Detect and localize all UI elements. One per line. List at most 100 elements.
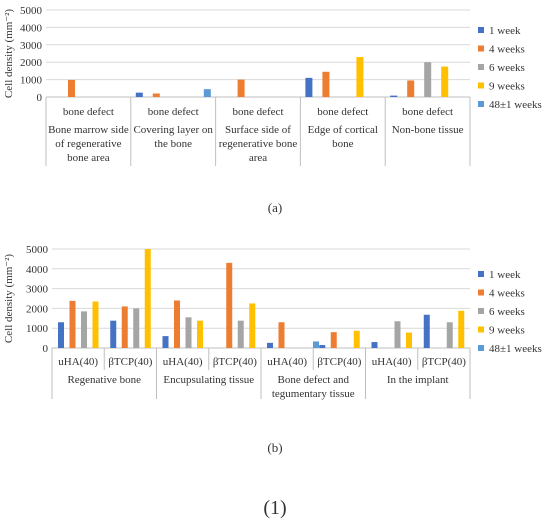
bar-6-weeks bbox=[394, 321, 401, 348]
bar-9-weeks bbox=[458, 310, 465, 348]
x-group-label: area bbox=[249, 152, 267, 164]
bar-1-week bbox=[305, 77, 313, 97]
bar-9-weeks bbox=[356, 56, 364, 97]
bar-9-weeks bbox=[144, 249, 151, 348]
x-sub-label: bone defect bbox=[148, 106, 199, 118]
legend-entry: 6 weeks bbox=[489, 306, 525, 318]
bar-4-weeks bbox=[278, 322, 285, 348]
bar-48-1-weeks bbox=[203, 89, 211, 97]
x-group-label: Edge of cortical bbox=[308, 124, 378, 136]
legend-swatch bbox=[478, 27, 484, 33]
x-group-label: Surface side of bbox=[225, 124, 291, 136]
bar-9-weeks bbox=[406, 332, 412, 348]
legend-swatch bbox=[478, 345, 484, 351]
legend-entry: 1 week bbox=[489, 25, 521, 37]
bar-1-week bbox=[319, 345, 326, 348]
x-group-label: Bone defect and bbox=[278, 374, 350, 386]
x-tick-label: βTCP(40) bbox=[317, 356, 361, 368]
legend-swatch bbox=[478, 289, 484, 296]
legend-swatch bbox=[478, 101, 484, 107]
x-tick-label: uHA(40) bbox=[58, 356, 98, 368]
bar-6-weeks bbox=[185, 317, 192, 348]
y-tick-label: 3000 bbox=[20, 40, 43, 52]
y-tick-label: 0 bbox=[43, 343, 49, 355]
legend-swatch bbox=[478, 64, 484, 70]
chart-b: 0 1000 2000 3000 4000 5000 Cell density (mm⁻²)… bbox=[3, 244, 542, 400]
x-sub-label: bone defect bbox=[402, 106, 453, 118]
bar-1-week bbox=[58, 322, 64, 348]
bar-4-weeks bbox=[121, 306, 128, 348]
x-group-label: Covering layer on bbox=[133, 124, 213, 136]
legend-swatch bbox=[478, 308, 484, 314]
x-sub-label: bone defect bbox=[233, 106, 284, 118]
bar-4-weeks bbox=[407, 80, 415, 97]
bar-9-weeks bbox=[353, 330, 360, 348]
x-tick-label: uHA(40) bbox=[372, 356, 412, 368]
bar-6-weeks bbox=[237, 320, 244, 348]
bar-1-week bbox=[110, 320, 117, 348]
bar-4-weeks bbox=[322, 71, 330, 97]
bar-9-weeks bbox=[249, 303, 256, 348]
y-tick-label: 5000 bbox=[20, 5, 43, 17]
legend-entry: 4 weeks bbox=[489, 44, 525, 56]
y-axis-label: Cell density (mm⁻²) bbox=[3, 254, 15, 343]
legend-swatch bbox=[478, 326, 484, 333]
bar-1-week bbox=[267, 342, 273, 348]
legend-entry: 48±1 weeks bbox=[489, 99, 542, 111]
bar-4-weeks bbox=[330, 332, 337, 348]
y-tick-label: 4000 bbox=[26, 264, 49, 276]
panel-a-label: (a) bbox=[267, 200, 283, 215]
x-tick-label: uHA(40) bbox=[267, 356, 307, 368]
x-group-label: Regenative bone bbox=[67, 374, 141, 386]
x-group-label: the bone bbox=[154, 138, 192, 150]
x-tick-label: βTCP(40) bbox=[108, 356, 152, 368]
y-tick-label: 2000 bbox=[26, 303, 49, 315]
legend-entry: 48±1 weeks bbox=[489, 343, 542, 355]
x-group-label: Encupsulating tissue bbox=[163, 374, 254, 386]
legend-entry: 6 weeks bbox=[489, 62, 525, 74]
bar-4-weeks bbox=[69, 300, 76, 348]
x-tick-label: βTCP(40) bbox=[422, 356, 466, 368]
bar-6-weeks bbox=[424, 62, 432, 97]
legend-swatch bbox=[478, 82, 484, 89]
bar-4-weeks bbox=[174, 300, 180, 348]
bar-9-weeks bbox=[197, 320, 203, 348]
bar-9-weeks bbox=[92, 301, 99, 348]
bar-4-weeks bbox=[226, 262, 233, 348]
x-group-label: Non-bone tissue bbox=[392, 124, 464, 136]
legend-entry: 1 week bbox=[489, 269, 521, 281]
x-group-label: bone bbox=[332, 138, 354, 150]
bar-4-weeks bbox=[152, 93, 160, 97]
y-tick-label: 4000 bbox=[20, 22, 43, 34]
x-group-label: regenerative bone bbox=[219, 138, 298, 150]
y-tick-label: 0 bbox=[37, 92, 43, 104]
x-group-label: Bone marrow side bbox=[48, 124, 129, 136]
x-group-label: of regenerative bbox=[55, 138, 121, 150]
y-tick-label: 5000 bbox=[26, 244, 49, 256]
y-axis-label: Cell density (mm⁻²) bbox=[3, 9, 15, 98]
y-tick-label: 1000 bbox=[20, 75, 43, 87]
legend-swatch bbox=[478, 271, 484, 277]
legend-entry: 9 weeks bbox=[489, 81, 525, 93]
bar-6-weeks bbox=[446, 322, 453, 348]
x-group-label: In the implant bbox=[387, 374, 449, 386]
bar-6-weeks bbox=[133, 308, 140, 348]
bar-1-week bbox=[135, 92, 143, 97]
bar-4-weeks bbox=[68, 79, 75, 97]
x-group-label: bone area bbox=[67, 152, 110, 164]
x-tick-label: βTCP(40) bbox=[213, 356, 257, 368]
bar-1-week bbox=[371, 342, 378, 348]
x-tick-label: uHA(40) bbox=[163, 356, 203, 368]
bar-1-week bbox=[162, 336, 169, 348]
bar-1-week bbox=[423, 314, 430, 348]
legend-entry: 4 weeks bbox=[489, 288, 525, 300]
x-group-label: tegumentary tissue bbox=[272, 388, 355, 400]
panel-b-label: (b) bbox=[267, 440, 283, 455]
legend-swatch bbox=[478, 45, 484, 52]
bar-1-week bbox=[390, 95, 398, 97]
x-sub-label: bone defect bbox=[317, 106, 368, 118]
y-tick-label: 3000 bbox=[26, 284, 49, 296]
chart-a: 0 1000 2000 3000 4000 5000 Cell density (mm⁻²)… bbox=[3, 5, 542, 166]
bar-48-1-weeks bbox=[313, 341, 319, 348]
bar-9-weeks bbox=[441, 66, 449, 97]
